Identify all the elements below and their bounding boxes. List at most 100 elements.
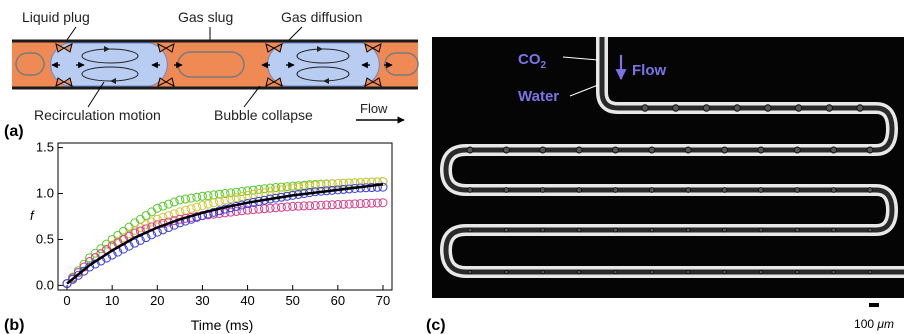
data-point (237, 206, 247, 216)
data-point (282, 202, 292, 212)
data-point (333, 178, 343, 188)
loop-arrowhead (317, 46, 323, 52)
data-point (361, 198, 371, 208)
co2-bubble (576, 187, 582, 193)
data-point (305, 201, 315, 211)
co2-bubble (722, 227, 728, 233)
loop-arrowhead (323, 78, 329, 84)
data-point (248, 205, 258, 215)
data-point (378, 198, 388, 208)
panel-c-label: (c) (426, 317, 446, 334)
data-point (288, 201, 298, 211)
data-point (327, 200, 337, 210)
x-tick-label: 30 (195, 293, 209, 308)
co2-bubble (831, 227, 837, 233)
co2-bubble (502, 146, 510, 154)
x-tick-label: 40 (240, 293, 254, 308)
data-point (299, 201, 309, 211)
data-point (214, 189, 224, 199)
data-point (164, 199, 174, 209)
water-leader (569, 84, 599, 97)
data-point (186, 193, 196, 203)
data-point (333, 200, 343, 210)
co2-bubble (702, 104, 711, 112)
data-point (367, 198, 377, 208)
co2-leader (562, 56, 599, 61)
co2-bubble (758, 187, 764, 193)
data-point (209, 198, 219, 208)
data-point (158, 201, 168, 211)
data-point (130, 218, 140, 228)
y-tick-label: 1.5 (36, 140, 54, 155)
data-point (186, 204, 196, 214)
water-label: Water (518, 88, 559, 105)
data-point (288, 183, 298, 193)
data-point (344, 178, 354, 188)
y-tick-label: 0.0 (36, 277, 54, 292)
bubble-shape (384, 52, 419, 76)
co2-bubble (611, 146, 619, 154)
co2-bubble (793, 146, 801, 154)
leader-bubble-collapse (243, 85, 261, 108)
co2-bubble (867, 269, 873, 275)
co2-bubble (466, 146, 474, 154)
data-point (175, 207, 185, 217)
co2-bubble (613, 269, 618, 275)
scale-bar (869, 303, 879, 307)
co2-bubble (503, 187, 510, 193)
co2-bubble (576, 269, 582, 275)
label-gas-slug: Gas slug (178, 9, 233, 25)
data-point (181, 205, 191, 215)
data-point (344, 199, 354, 209)
data-point (276, 202, 286, 212)
co2-bubble (467, 187, 473, 193)
co2-bubble (830, 146, 838, 154)
data-point (169, 209, 179, 219)
data-point (231, 187, 241, 197)
y-tick-label: 0.5 (36, 231, 54, 246)
x-tick-label: 50 (285, 293, 299, 308)
data-point (226, 194, 236, 204)
data-point (310, 200, 320, 210)
co2-bubble (867, 187, 873, 193)
panel-a-label: (a) (4, 123, 24, 140)
data-point (152, 203, 162, 213)
data-point (220, 208, 230, 218)
co2-bubble (825, 104, 833, 112)
data-point (372, 198, 382, 208)
data-point (327, 179, 337, 189)
data-point (243, 190, 253, 200)
co2-bubble (540, 227, 546, 233)
data-point (310, 180, 320, 190)
label-liquid-plug: Liquid plug (22, 9, 90, 25)
data-point (378, 177, 388, 187)
data-point (265, 203, 275, 213)
x-tick-label: 70 (376, 293, 390, 308)
diffusion-arrows (55, 43, 382, 87)
data-point (90, 248, 100, 258)
co2-bubble (641, 104, 649, 112)
data-point (254, 184, 264, 194)
data-point (203, 199, 213, 209)
label-flow: Flow (360, 101, 388, 116)
co2-bubble (758, 227, 764, 233)
data-point (299, 182, 309, 192)
data-series (62, 177, 388, 289)
co2-bubble (467, 269, 473, 275)
data-point (265, 187, 275, 197)
data-point (197, 191, 207, 201)
co2-bubble (830, 187, 837, 193)
co2-bubble (648, 146, 656, 154)
co2-bubble (685, 227, 691, 233)
co2-bubble (794, 269, 800, 275)
data-point (130, 225, 140, 235)
data-point (85, 253, 95, 263)
data-point (214, 196, 224, 206)
x-tick-label: 10 (105, 293, 119, 308)
data-point (203, 209, 213, 219)
flow-label: Flow (632, 62, 666, 79)
data-point (192, 202, 202, 212)
data-point (367, 183, 377, 193)
data-point (192, 192, 202, 202)
co2-bubble (757, 146, 765, 154)
